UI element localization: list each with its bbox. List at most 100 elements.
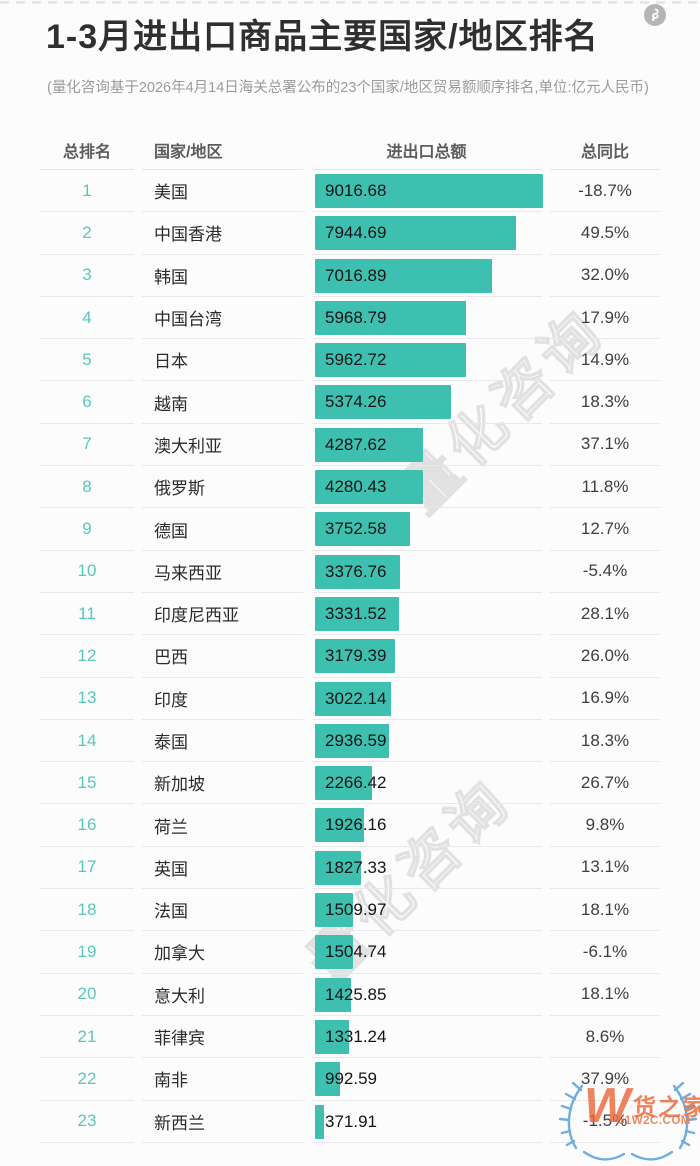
value-bar [315, 1104, 325, 1139]
share-link-icon[interactable] [644, 4, 666, 26]
table-row: 17 英国 1827.33 13.1% [40, 847, 660, 890]
bar-cell: 1827.33 [311, 847, 542, 890]
country-cell: 日本 [142, 339, 303, 382]
column-header-country: 国家/地区 [142, 130, 303, 170]
column-header-value: 进出口总额 [311, 130, 542, 170]
value-bar [315, 1019, 349, 1054]
yoy-cell: 49.5% [550, 212, 660, 255]
value-bar [315, 427, 424, 462]
rank-cell: 18 [40, 889, 134, 932]
value-label: 1331.24 [325, 1026, 387, 1046]
yoy-cell: 37.9% [550, 1058, 660, 1101]
rank-cell: 1 [40, 170, 134, 213]
value-label: 1509.97 [325, 900, 387, 920]
yoy-cell: -18.7% [550, 170, 660, 213]
bar-cell: 5374.26 [311, 381, 542, 424]
page-title: 1-3月进出口商品主要国家/地区排名 [46, 18, 599, 56]
table-row: 14 泰国 2936.59 18.3% [40, 720, 660, 763]
logo-domain-text: 51W2C.COM [618, 1115, 691, 1127]
bar-cell: 4280.43 [311, 466, 542, 509]
value-label: 4287.62 [325, 434, 387, 454]
country-cell: 中国台湾 [142, 297, 303, 340]
rank-cell: 4 [40, 297, 134, 340]
country-cell: 菲律宾 [142, 1016, 303, 1059]
table-row: 23 新西兰 371.91 -1.5% [40, 1101, 660, 1143]
bar-cell: 3331.52 [311, 593, 542, 636]
country-cell: 英国 [142, 847, 303, 890]
value-label: 9016.68 [325, 181, 387, 200]
value-label: 5374.26 [325, 392, 387, 412]
bar-cell: 3022.14 [311, 678, 542, 720]
yoy-cell: 14.9% [550, 339, 660, 382]
yoy-cell: -5.4% [550, 551, 660, 593]
value-label: 992.59 [325, 1069, 377, 1089]
country-cell: 法国 [142, 889, 303, 932]
rank-cell: 11 [40, 593, 134, 636]
yoy-cell: 18.3% [550, 720, 660, 763]
country-cell: 美国 [142, 170, 303, 213]
table-row: 16 荷兰 1926.16 9.8% [40, 804, 660, 847]
table-row: 2 中国香港 7944.69 49.5% [40, 212, 660, 255]
rank-cell: 2 [40, 212, 134, 255]
bar-cell: 7016.89 [311, 255, 542, 297]
country-cell: 新西兰 [142, 1101, 303, 1143]
value-label: 1827.33 [325, 857, 387, 877]
value-bar [315, 766, 373, 801]
value-bar [315, 343, 466, 378]
country-cell: 荷兰 [142, 804, 303, 847]
rank-cell: 10 [40, 551, 134, 593]
value-bar [315, 723, 390, 758]
rank-cell: 3 [40, 255, 134, 297]
country-cell: 印度尼西亚 [142, 593, 303, 636]
yoy-cell: 13.1% [550, 847, 660, 890]
table-row: 18 法国 1509.97 18.1% [40, 889, 660, 932]
table-row: 10 马来西亚 3376.76 -5.4% [40, 551, 660, 593]
country-cell: 德国 [142, 508, 303, 551]
country-cell: 泰国 [142, 720, 303, 763]
country-cell: 加拿大 [142, 931, 303, 974]
value-label: 5968.79 [325, 307, 387, 327]
table-row: 11 印度尼西亚 3331.52 28.1% [40, 593, 660, 636]
value-label: 1504.74 [325, 942, 387, 962]
value-label: 7016.89 [325, 265, 387, 285]
country-cell: 印度 [142, 678, 303, 720]
yoy-cell: 12.7% [550, 508, 660, 551]
bar-cell: 3752.58 [311, 508, 542, 551]
bar-cell: 9016.68 [311, 170, 543, 213]
value-label: 3022.14 [325, 688, 387, 708]
value-bar [315, 470, 424, 505]
yoy-cell: 18.1% [550, 889, 660, 932]
column-header-yoy: 总同比 [550, 130, 660, 170]
yoy-cell: 28.1% [550, 593, 660, 636]
table-row: 8 俄罗斯 4280.43 11.8% [40, 466, 660, 509]
yoy-cell: 32.0% [550, 255, 660, 297]
country-cell: 俄罗斯 [142, 466, 303, 509]
rank-cell: 9 [40, 508, 134, 551]
table-row: 13 印度 3022.14 16.9% [40, 678, 660, 720]
yoy-cell: 17.9% [550, 297, 660, 340]
rank-cell: 13 [40, 678, 134, 720]
value-bar [315, 554, 401, 589]
bar-cell: 3376.76 [311, 551, 542, 593]
value-bar [315, 850, 362, 885]
value-label: 2266.42 [325, 773, 387, 793]
rank-cell: 6 [40, 381, 134, 424]
bar-cell: 1331.24 [311, 1016, 542, 1059]
value-label: 3331.52 [325, 603, 387, 623]
yoy-cell: 8.6% [550, 1016, 660, 1059]
yoy-cell: 11.8% [550, 466, 660, 509]
country-cell: 澳大利亚 [142, 424, 303, 467]
bar-cell: 2266.42 [311, 762, 542, 805]
value-bar [315, 893, 354, 928]
yoy-cell: 26.7% [550, 762, 660, 805]
country-cell: 巴西 [142, 635, 303, 678]
value-bar [315, 258, 493, 293]
value-bar [315, 1062, 341, 1097]
value-bar [315, 174, 543, 208]
rank-cell: 5 [40, 339, 134, 382]
bar-cell: 1509.97 [311, 889, 542, 932]
value-bar [315, 385, 451, 420]
table-row: 15 新加坡 2266.42 26.7% [40, 762, 660, 805]
yoy-cell: -1.5% [550, 1101, 660, 1143]
